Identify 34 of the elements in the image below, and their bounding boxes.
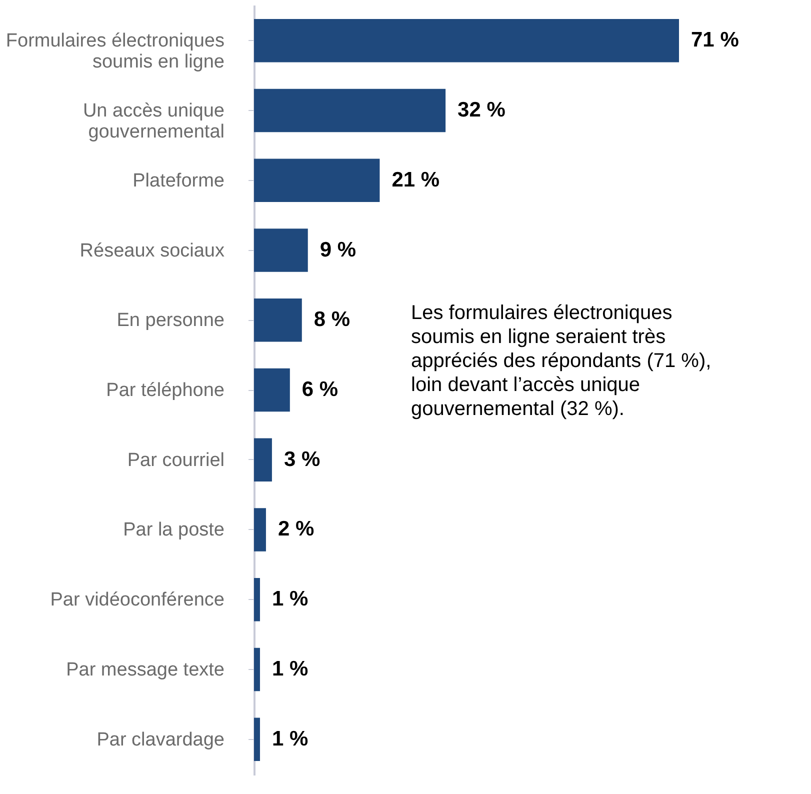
data-label: 1 %	[272, 588, 308, 611]
data-label: 1 %	[272, 657, 308, 680]
annotation: Les formulaires électroniques soumis en ligne seraient très appréciés des répondants (71 %), loin devant l’accès unique gouvernemental (32 %).	[411, 302, 712, 420]
bar	[254, 88, 446, 132]
y-tick-label: Par la poste	[123, 520, 224, 541]
data-label: 21 %	[392, 168, 440, 192]
data-label: 2 %	[278, 518, 314, 541]
bar	[254, 648, 260, 692]
y-tick-label: Par clavardage	[96, 729, 224, 750]
y-tick-label: Plateforme	[132, 170, 224, 192]
y-tick-label: Un accès unique gouvernemental	[82, 100, 224, 143]
bar	[254, 578, 260, 622]
bar	[254, 508, 266, 552]
bar	[254, 298, 302, 342]
data-label: 32 %	[458, 98, 506, 122]
y-tick-label: En personne	[116, 310, 224, 332]
y-tick-label: Par téléphone	[106, 380, 224, 401]
y-tick-label: Par vidéoconférence	[50, 590, 224, 611]
y-tick-label: Par message texte	[66, 659, 224, 680]
bar	[254, 438, 272, 482]
data-label: 6 %	[302, 378, 338, 401]
data-label: 8 %	[314, 308, 350, 332]
data-label: 9 %	[320, 238, 356, 262]
bar	[254, 228, 308, 272]
bar	[254, 368, 290, 412]
bar	[254, 18, 679, 62]
bar	[254, 718, 260, 762]
bar	[254, 158, 380, 202]
y-tick-label: Réseaux sociaux	[80, 240, 225, 262]
y-tick-label: Formulaires électroniques soumis en ligne	[6, 30, 224, 73]
data-label: 3 %	[284, 448, 320, 471]
data-label: 1 %	[272, 727, 308, 750]
y-tick-label: Par courriel	[127, 450, 224, 471]
data-label: 71 %	[691, 28, 740, 52]
